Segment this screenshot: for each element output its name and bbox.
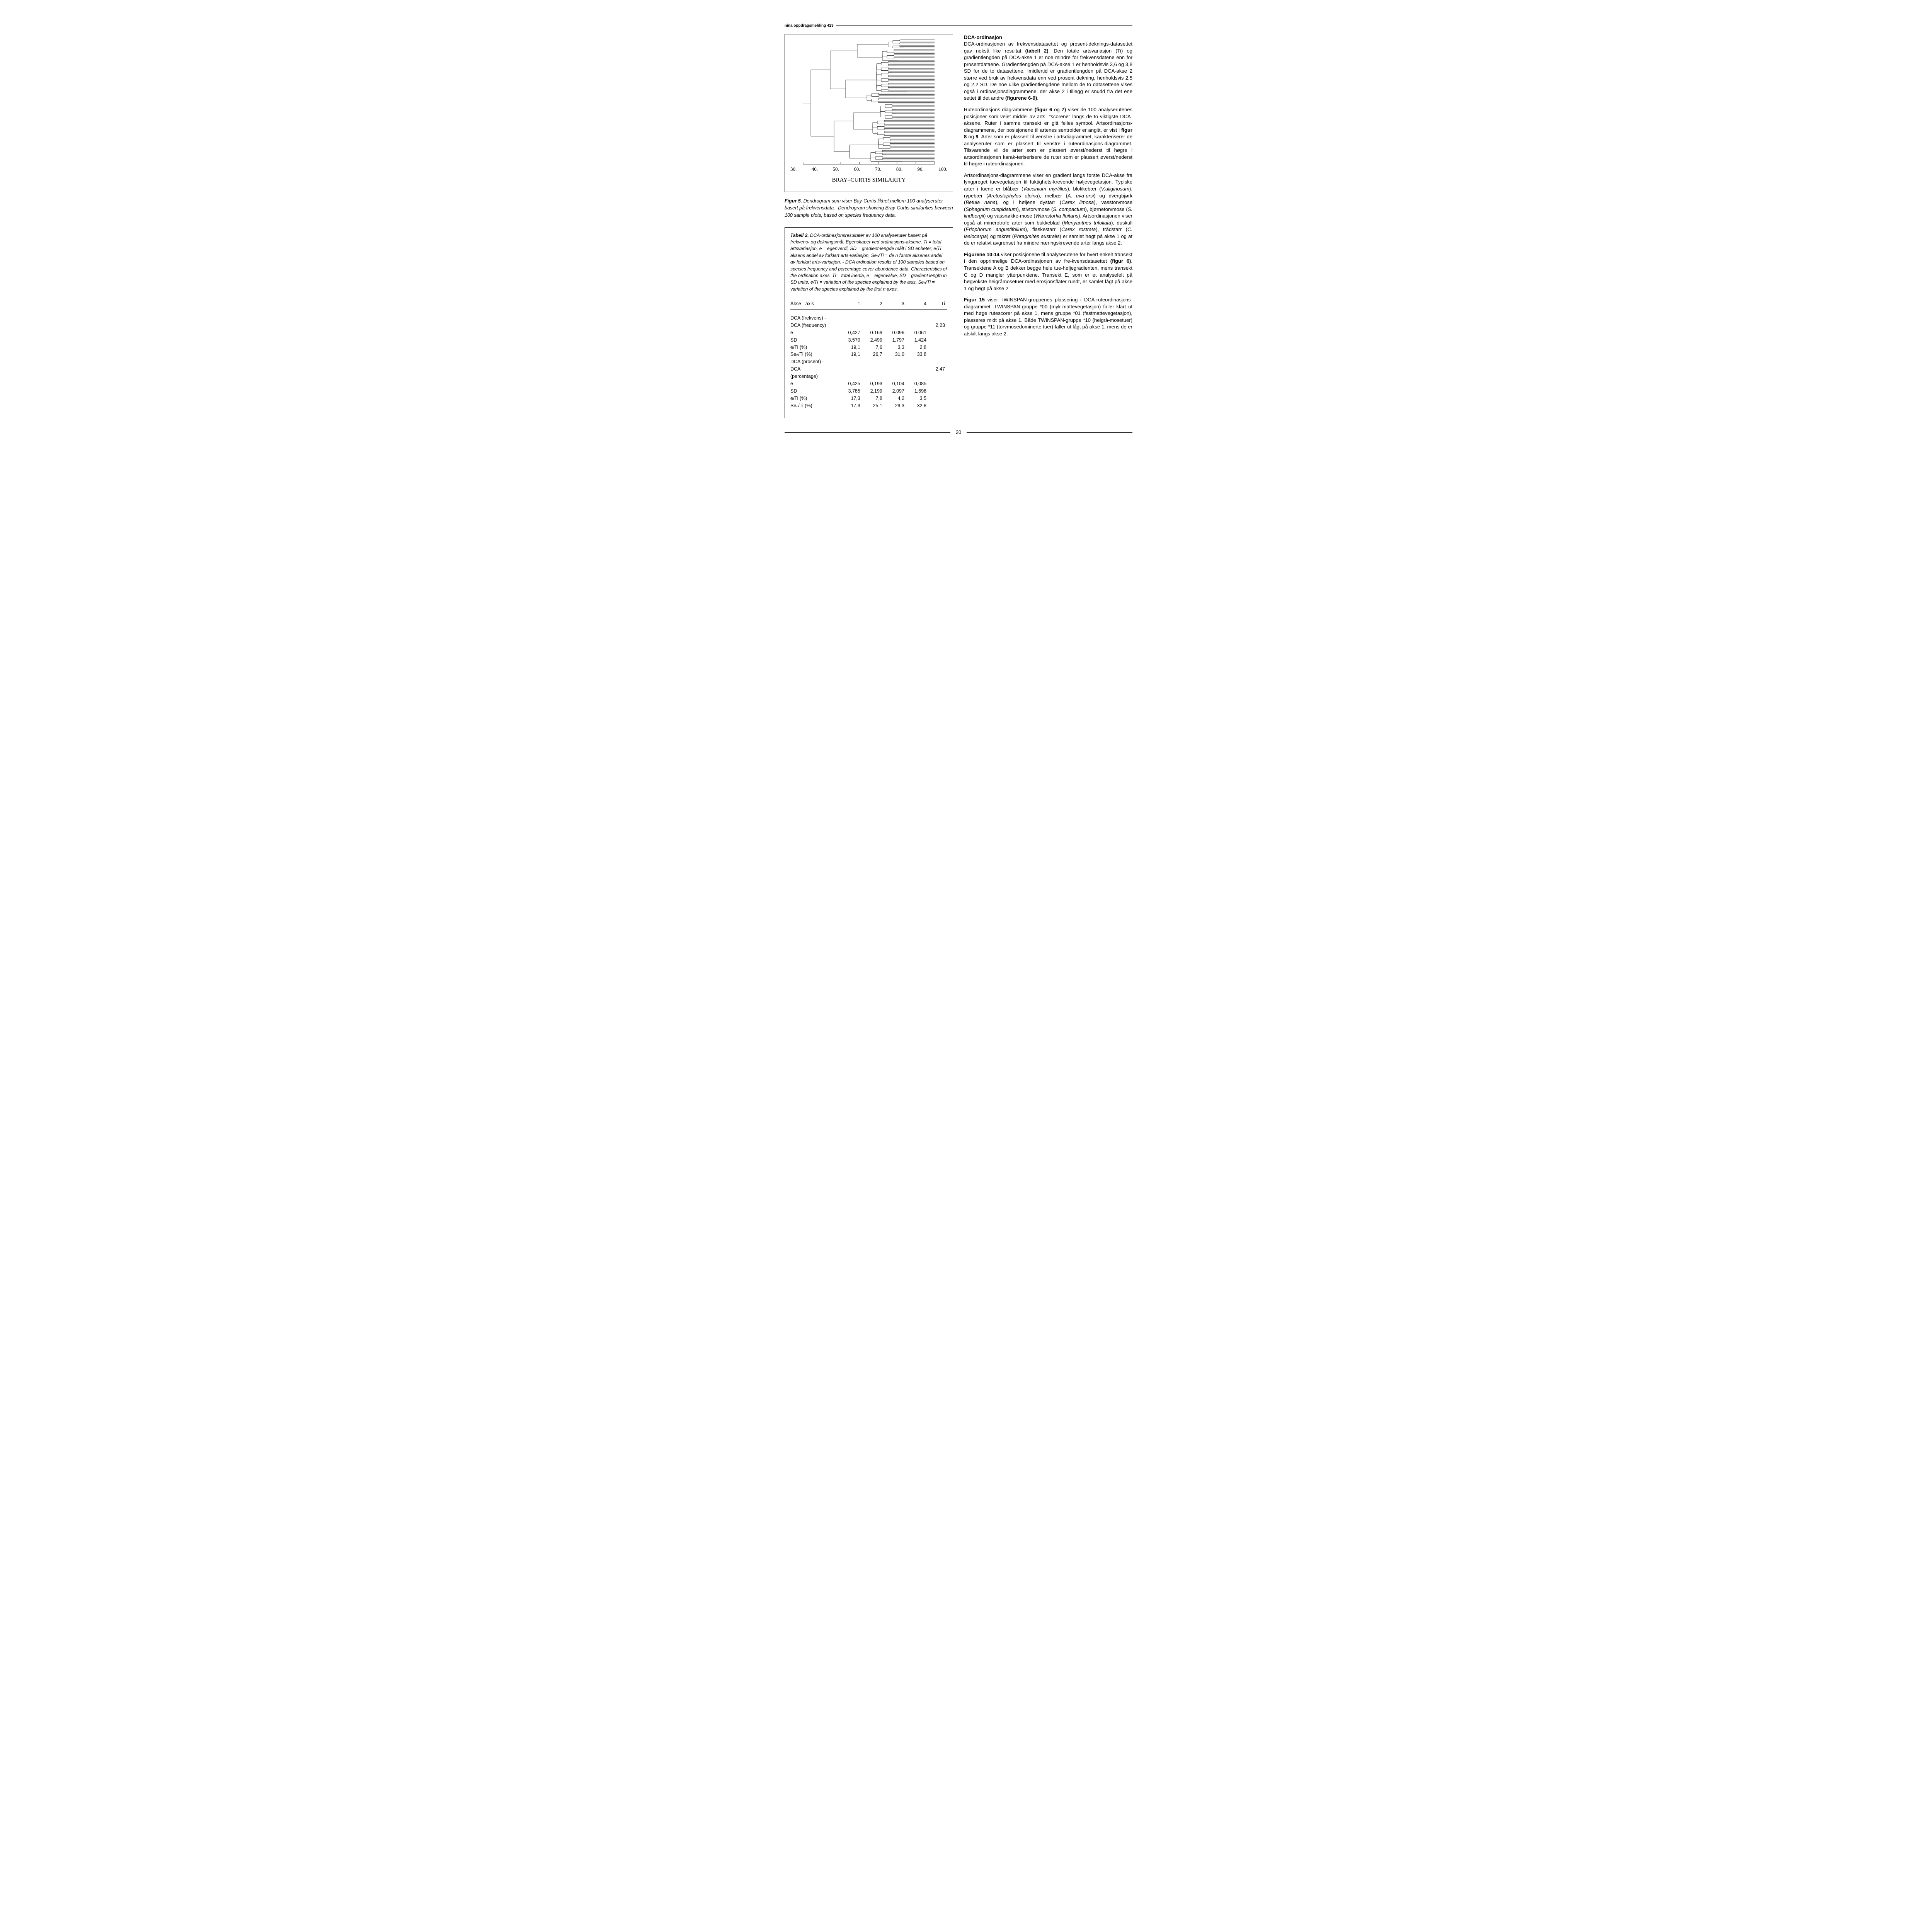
table-header-row: Akse - axis 1 2 3 4 Ti [790, 298, 947, 310]
text: . Den totale artsvariasjon (Ti) og gradi… [964, 48, 1132, 101]
ref: (figur 6 [1035, 107, 1052, 112]
tick-label: 60. [854, 166, 860, 173]
th: 3 [885, 298, 907, 310]
para-1: DCA-ordinasjon DCA-ordinasjonen av frekv… [964, 34, 1132, 102]
text: ) og takrør ( [987, 233, 1014, 239]
species: Eriophorum angustifolium [965, 226, 1025, 232]
text: ), bjørnetorvmose ( [1085, 206, 1128, 212]
text: og [1052, 107, 1061, 112]
page-number: 20 [785, 429, 1132, 436]
figure-5-caption: Figur 5. Dendrogram som viser Bay-Curtis… [785, 197, 953, 218]
ref: Figurene 10-14 [964, 252, 999, 257]
ref: (figurene 6-9) [1005, 95, 1037, 101]
text: ), stivtorvmose ( [1017, 206, 1053, 212]
table-body: DCA (frekvens) -DCA (frequency)2,23e0,42… [790, 310, 947, 412]
table-2-caption: Tabell 2. DCA-ordinasjonsresultater av 1… [790, 232, 947, 293]
tick-label: 50. [833, 166, 839, 173]
table-row: e/Ti (%)19,17,63,32,8 [790, 344, 947, 351]
species: Carex limosa [1061, 199, 1094, 205]
text: ), trådstarr ( [1096, 226, 1127, 232]
species: Sphagnum cuspidatum [965, 206, 1017, 212]
figure-5-caption-text: Dendrogram som viser Bay-Curtis likhet m… [785, 198, 953, 218]
table-row: SD3,7852,1992,0971,698 [790, 388, 947, 395]
table-2-label: Tabell 2. [790, 233, 809, 238]
table-row: e/Ti (%)17,37,84,23,5 [790, 395, 947, 402]
species: V.uliginosum [1101, 186, 1129, 192]
tick-label: 30. [790, 166, 797, 173]
text: og [967, 134, 976, 139]
two-column-layout: 30. 40. 50. 60. 70. 80. 90. 100. BRAY–CURTIS SI… [785, 34, 1132, 418]
table-row: e0,4250,1930,1040,085 [790, 380, 947, 388]
th: 4 [907, 298, 929, 310]
dendrogram-x-title: BRAY–CURTIS SIMILARITY [788, 176, 950, 184]
figure-5-box: 30. 40. 50. 60. 70. 80. 90. 100. BRAY–CURTIS SI… [785, 34, 953, 192]
species: Arctostaphylos alpina [988, 193, 1038, 199]
running-header: nina oppdragsmelding 423 [785, 23, 1132, 29]
species: Betula nana [965, 199, 995, 205]
tick-label: 70. [875, 166, 881, 173]
ref: 9 [976, 134, 978, 139]
ref: (tabell 2) [1025, 48, 1049, 54]
tick-label: 100. [938, 166, 947, 173]
ref: (figur 6) [1110, 258, 1131, 264]
text: ), melbær ( [1038, 193, 1067, 199]
para-2: Ruteordinasjons-diagrammene (figur 6 og … [964, 106, 1132, 167]
table-row: Seₙ/Ti (%)17,325,129,332,8 [790, 402, 947, 412]
text: . Arter som er plassert til venstre i ar… [964, 134, 1132, 167]
th: 2 [863, 298, 885, 310]
table-row: SD3,5702,4991,7971,424 [790, 337, 947, 344]
header-text: nina oppdragsmelding 423 [785, 23, 834, 29]
dendrogram-x-ticks: 30. 40. 50. 60. 70. 80. 90. 100. [788, 165, 950, 173]
text: . [1037, 95, 1039, 101]
species: S. compactum [1053, 206, 1085, 212]
th: 1 [841, 298, 863, 310]
species: A. uva-ursi [1067, 193, 1094, 199]
page-number-value: 20 [950, 429, 967, 436]
tick-label: 40. [812, 166, 818, 173]
species: Phragmites australis [1014, 233, 1059, 239]
tick-label: 80. [896, 166, 902, 173]
table-row: Seₙ/Ti (%)19,126,731,033,8 [790, 351, 947, 358]
text: viser TWINSPAN-gruppenes plassering i DC… [964, 297, 1132, 337]
species: Carex rostrata [1061, 226, 1096, 232]
figure-5-label: Figur 5. [785, 198, 802, 204]
species: Menyanthes trifoliata [1064, 220, 1111, 226]
text: Ruteordinasjons-diagrammene [964, 107, 1035, 112]
species: Vaccinium myrtillus [1023, 186, 1067, 192]
text: ), flaskestarr ( [1025, 226, 1061, 232]
table-2: Akse - axis 1 2 3 4 Ti DCA (frekvens) -D… [790, 298, 947, 412]
ref: Figur 15 [964, 297, 985, 303]
ref: 7) [1062, 107, 1066, 112]
para-3: Artsordinasjons-diagrammene viser en gra… [964, 172, 1132, 247]
table-2-caption-text: DCA-ordinasjonsresultater av 100 analyse… [790, 233, 947, 292]
dendrogram-svg [788, 37, 950, 165]
right-column: DCA-ordinasjon DCA-ordinasjonen av frekv… [964, 34, 1132, 418]
tick-label: 90. [918, 166, 924, 173]
th: Ti [929, 298, 947, 310]
text: ) og vassnøkke-mose ( [984, 213, 1035, 219]
para-4: Figurene 10-14 viser posisjonene til ana… [964, 251, 1132, 292]
species: Warnstorfia fluitans [1035, 213, 1078, 219]
table-2-box: Tabell 2. DCA-ordinasjonsresultater av 1… [785, 227, 953, 418]
left-column: 30. 40. 50. 60. 70. 80. 90. 100. BRAY–CURTIS SI… [785, 34, 953, 418]
section-title: DCA-ordinasjon [964, 34, 1002, 40]
table-row: e0,4270.1690.0960.061 [790, 329, 947, 337]
text: ), og i høljene dystarr ( [996, 199, 1061, 205]
th: Akse - axis [790, 298, 841, 310]
para-5: Figur 15 viser TWINSPAN-gruppenes plasse… [964, 296, 1132, 337]
text: ), blokkebær ( [1067, 186, 1101, 192]
